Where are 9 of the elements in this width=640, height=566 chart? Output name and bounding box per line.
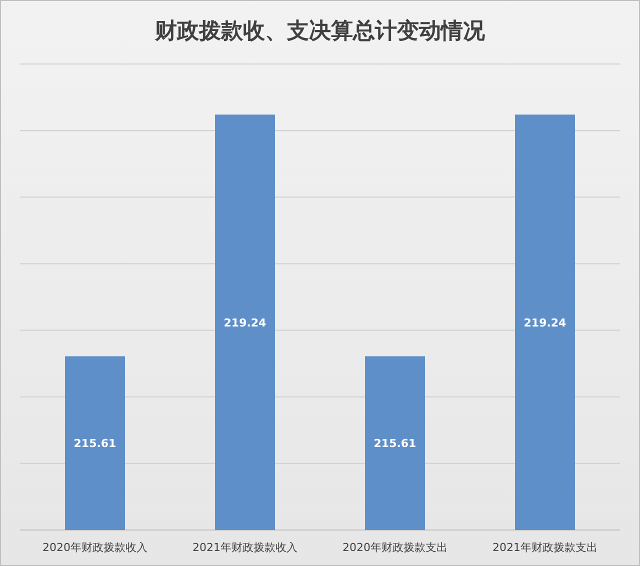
data-label: 215.61 — [74, 437, 116, 450]
x-tick-label: 2021年财政拨款收入 — [192, 541, 298, 554]
data-label: 215.61 — [374, 437, 416, 450]
data-label: 219.24 — [224, 316, 267, 330]
data-label: 219.24 — [524, 316, 567, 330]
x-tick-label: 2021年财政拨款支出 — [492, 541, 598, 554]
x-tick-label: 2020年财政拨款收入 — [42, 541, 148, 554]
chart-title: 财政拨款收、支决算总计变动情况 — [154, 18, 486, 44]
x-tick-label: 2020年财政拨款支出 — [342, 541, 448, 554]
